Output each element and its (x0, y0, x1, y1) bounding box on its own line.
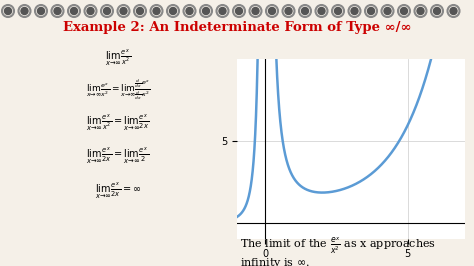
Circle shape (252, 7, 259, 15)
Text: $\lim_{x \to \infty} \frac{e^x}{x^2} = \lim_{x \to \infty} \frac{\frac{d}{dx}e^x: $\lim_{x \to \infty} \frac{e^x}{x^2} = \… (85, 78, 151, 102)
Circle shape (301, 7, 309, 15)
Circle shape (335, 7, 341, 15)
Circle shape (450, 7, 457, 15)
Circle shape (401, 7, 408, 15)
Circle shape (120, 7, 127, 15)
Circle shape (367, 7, 374, 15)
Text: $\lim_{x \to \infty} \frac{e^x}{2x} = \infty$: $\lim_{x \to \infty} \frac{e^x}{2x} = \i… (95, 181, 141, 201)
Circle shape (268, 7, 275, 15)
Circle shape (318, 7, 325, 15)
Text: $\lim_{x \to \infty} \frac{e^x}{2x} = \lim_{x \to \infty} \frac{e^x}{2}$: $\lim_{x \to \infty} \frac{e^x}{2x} = \l… (86, 146, 150, 166)
Circle shape (137, 7, 144, 15)
Circle shape (54, 7, 61, 15)
Circle shape (21, 7, 28, 15)
Circle shape (384, 7, 391, 15)
Circle shape (4, 7, 11, 15)
Text: infinity is $\infty$.: infinity is $\infty$. (240, 256, 310, 266)
Circle shape (170, 7, 176, 15)
Circle shape (417, 7, 424, 15)
Circle shape (186, 7, 193, 15)
Circle shape (37, 7, 45, 15)
Text: $\lim_{x \to \infty} \frac{e^x}{x^2} = \lim_{x \to \infty} \frac{e^x}{2x}$: $\lim_{x \to \infty} \frac{e^x}{x^2} = \… (86, 113, 150, 133)
Circle shape (153, 7, 160, 15)
Circle shape (434, 7, 440, 15)
Circle shape (351, 7, 358, 15)
Circle shape (219, 7, 226, 15)
Text: The limit of the $\frac{e^x}{x^2}$ as x approaches: The limit of the $\frac{e^x}{x^2}$ as x … (240, 236, 436, 256)
Circle shape (236, 7, 243, 15)
Text: $\lim_{x \to \infty} \frac{e^x}{x^2}$: $\lim_{x \to \infty} \frac{e^x}{x^2}$ (105, 48, 131, 68)
Circle shape (103, 7, 110, 15)
Circle shape (202, 7, 210, 15)
Circle shape (71, 7, 78, 15)
Circle shape (285, 7, 292, 15)
Text: Example 2: An Indeterminate Form of Type ∞/∞: Example 2: An Indeterminate Form of Type… (63, 22, 411, 35)
Circle shape (87, 7, 94, 15)
